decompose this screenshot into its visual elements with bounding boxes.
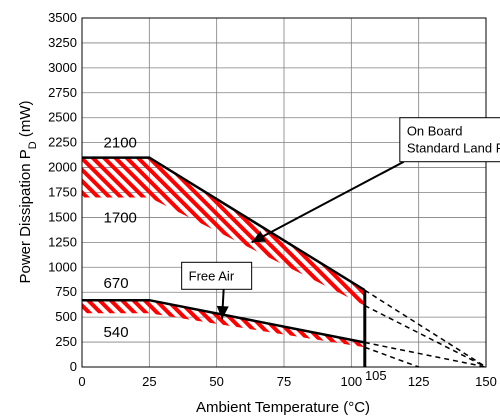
y-tick-label: 250 [55,334,77,349]
x-tick-label: 100 [340,374,362,389]
y-tick-label: 1750 [48,185,77,200]
y-tick-label: 500 [55,309,77,324]
curve-0 [82,156,366,292]
value-annotation: 2100 [104,135,137,152]
callout-box [399,117,500,163]
band-1 [82,300,365,348]
callout-text: On Board [407,124,463,139]
curve-extension-1 [364,341,487,368]
x-axis-label: Ambient Temperature (°C) [196,399,370,416]
callout-arrow-line [251,160,405,244]
y-axis-label: Power Dissipation PD (mW) [17,100,39,283]
annotations: 2100 1700 670 540 [104,135,137,341]
value-annotation: 670 [104,275,129,292]
x-tick-label: 125 [408,374,430,389]
y-axis-label-sub: D [27,141,39,149]
derating-curves [82,156,487,368]
callout-box [181,261,253,290]
callout-1: Free Air [181,261,253,320]
y-tick-label: 2000 [48,160,77,175]
curve-extension-lower-1 [364,346,419,368]
x-tick-label: 0 [78,374,85,389]
band-0 [82,157,365,306]
callout-arrow-head [216,305,229,320]
y-tick-label: 1000 [48,259,77,274]
value-annotation: 1700 [104,209,137,226]
x-tick-label: 25 [142,374,156,389]
y-axis-label-main: Power Dissipation P [17,149,34,283]
y-tick-label: 3000 [48,60,77,75]
callout-0: On Board Standard Land Pattern [251,117,500,244]
y-tick-label: 0 [70,359,77,374]
y-tick-label: 3500 [48,10,77,25]
y-tick-label: 2500 [48,110,77,125]
callout-text: Standard Land Pattern [407,141,500,156]
y-tick-label: 2750 [48,85,77,100]
curve-extension-0 [364,289,487,368]
y-tick-label: 1500 [48,209,77,224]
y-axis-label-unit: (mW) [17,100,34,141]
tick-labels: 0250500750100012501500175020002250250027… [48,10,497,389]
y-tick-label: 2250 [48,135,77,150]
x-tick-label: 50 [209,374,223,389]
callout-arrow-head [251,230,266,243]
x-tick-label: 75 [277,374,291,389]
x-tick-label: 150 [475,374,497,389]
plot-frame [81,17,487,368]
value-annotation: 540 [104,324,129,341]
x-tick-label-extra: 105 [365,368,387,383]
curve-extension-lower-0 [364,304,487,368]
y-tick-label: 1250 [48,234,77,249]
y-tick-label: 750 [55,284,77,299]
y-tick-label: 3250 [48,35,77,50]
curve-1 [82,298,366,344]
tolerance-bands [82,157,365,348]
callouts: On Board Standard Land Pattern Free Air [181,117,500,320]
callout-text: Free Air [189,268,235,283]
